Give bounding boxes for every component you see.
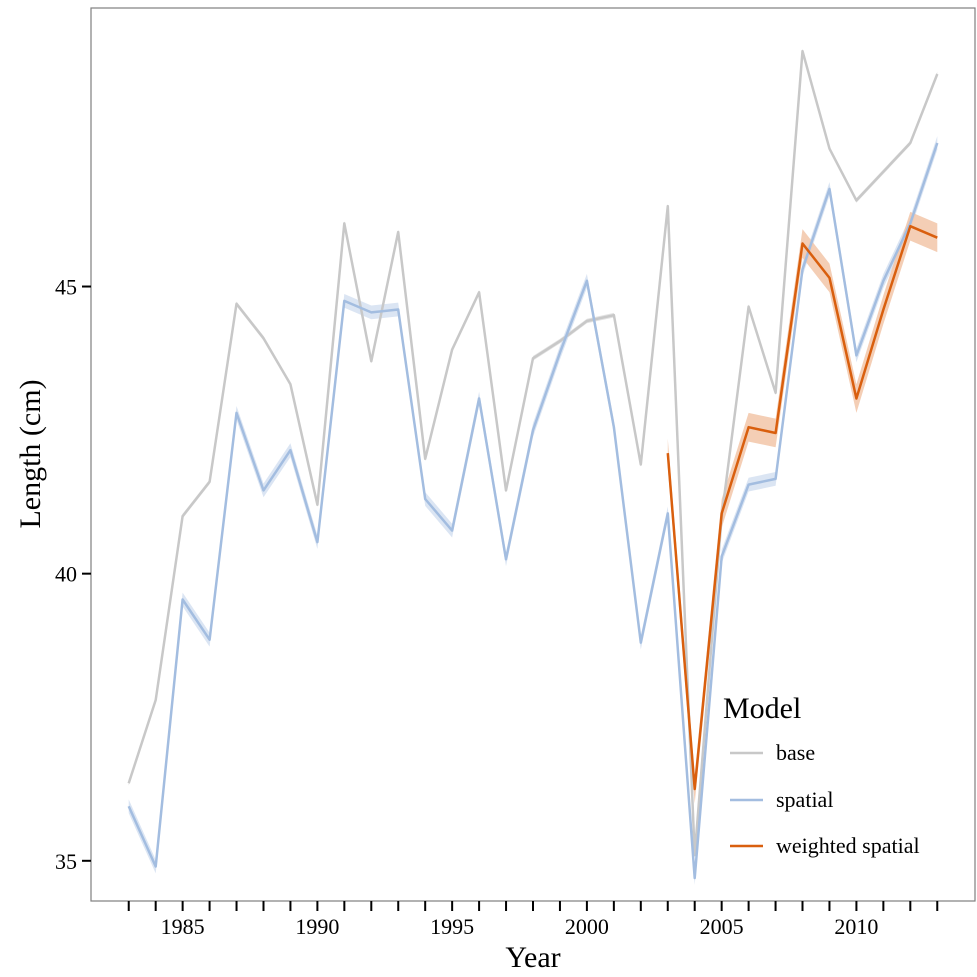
legend-title: Model	[723, 692, 801, 725]
y-axis-title: Length (cm)	[14, 379, 47, 528]
x-tick-label-2000: 2000	[565, 914, 609, 939]
band-weighted-spatial	[667, 211, 938, 804]
legend-label-spatial: spatial	[776, 787, 833, 812]
x-tick-label-2005: 2005	[700, 914, 744, 939]
x-axis-title: Year	[505, 941, 560, 972]
legend-label-weighted-spatial: weighted spatial	[776, 833, 920, 858]
confidence-bands	[128, 48, 938, 885]
x-tick-label-2010: 2010	[834, 914, 878, 939]
series-line-weighted-spatial	[666, 224, 938, 791]
series-line-spatial	[127, 142, 939, 880]
series-line-base	[127, 49, 939, 857]
legend: Model base spatial weighted spatial	[723, 692, 920, 858]
x-tick-label-1985: 1985	[161, 914, 205, 939]
axes: 1985 1990 1995 2000 2005 2010 35 40 45	[55, 275, 939, 939]
legend-label-base: base	[776, 740, 815, 765]
series-lines	[127, 49, 939, 880]
y-tick-label-35: 35	[55, 849, 77, 874]
x-tick-label-1995: 1995	[430, 914, 474, 939]
y-tick-label-40: 40	[55, 562, 77, 587]
x-tick-label-1990: 1990	[295, 914, 339, 939]
y-tick-label-45: 45	[55, 275, 77, 300]
